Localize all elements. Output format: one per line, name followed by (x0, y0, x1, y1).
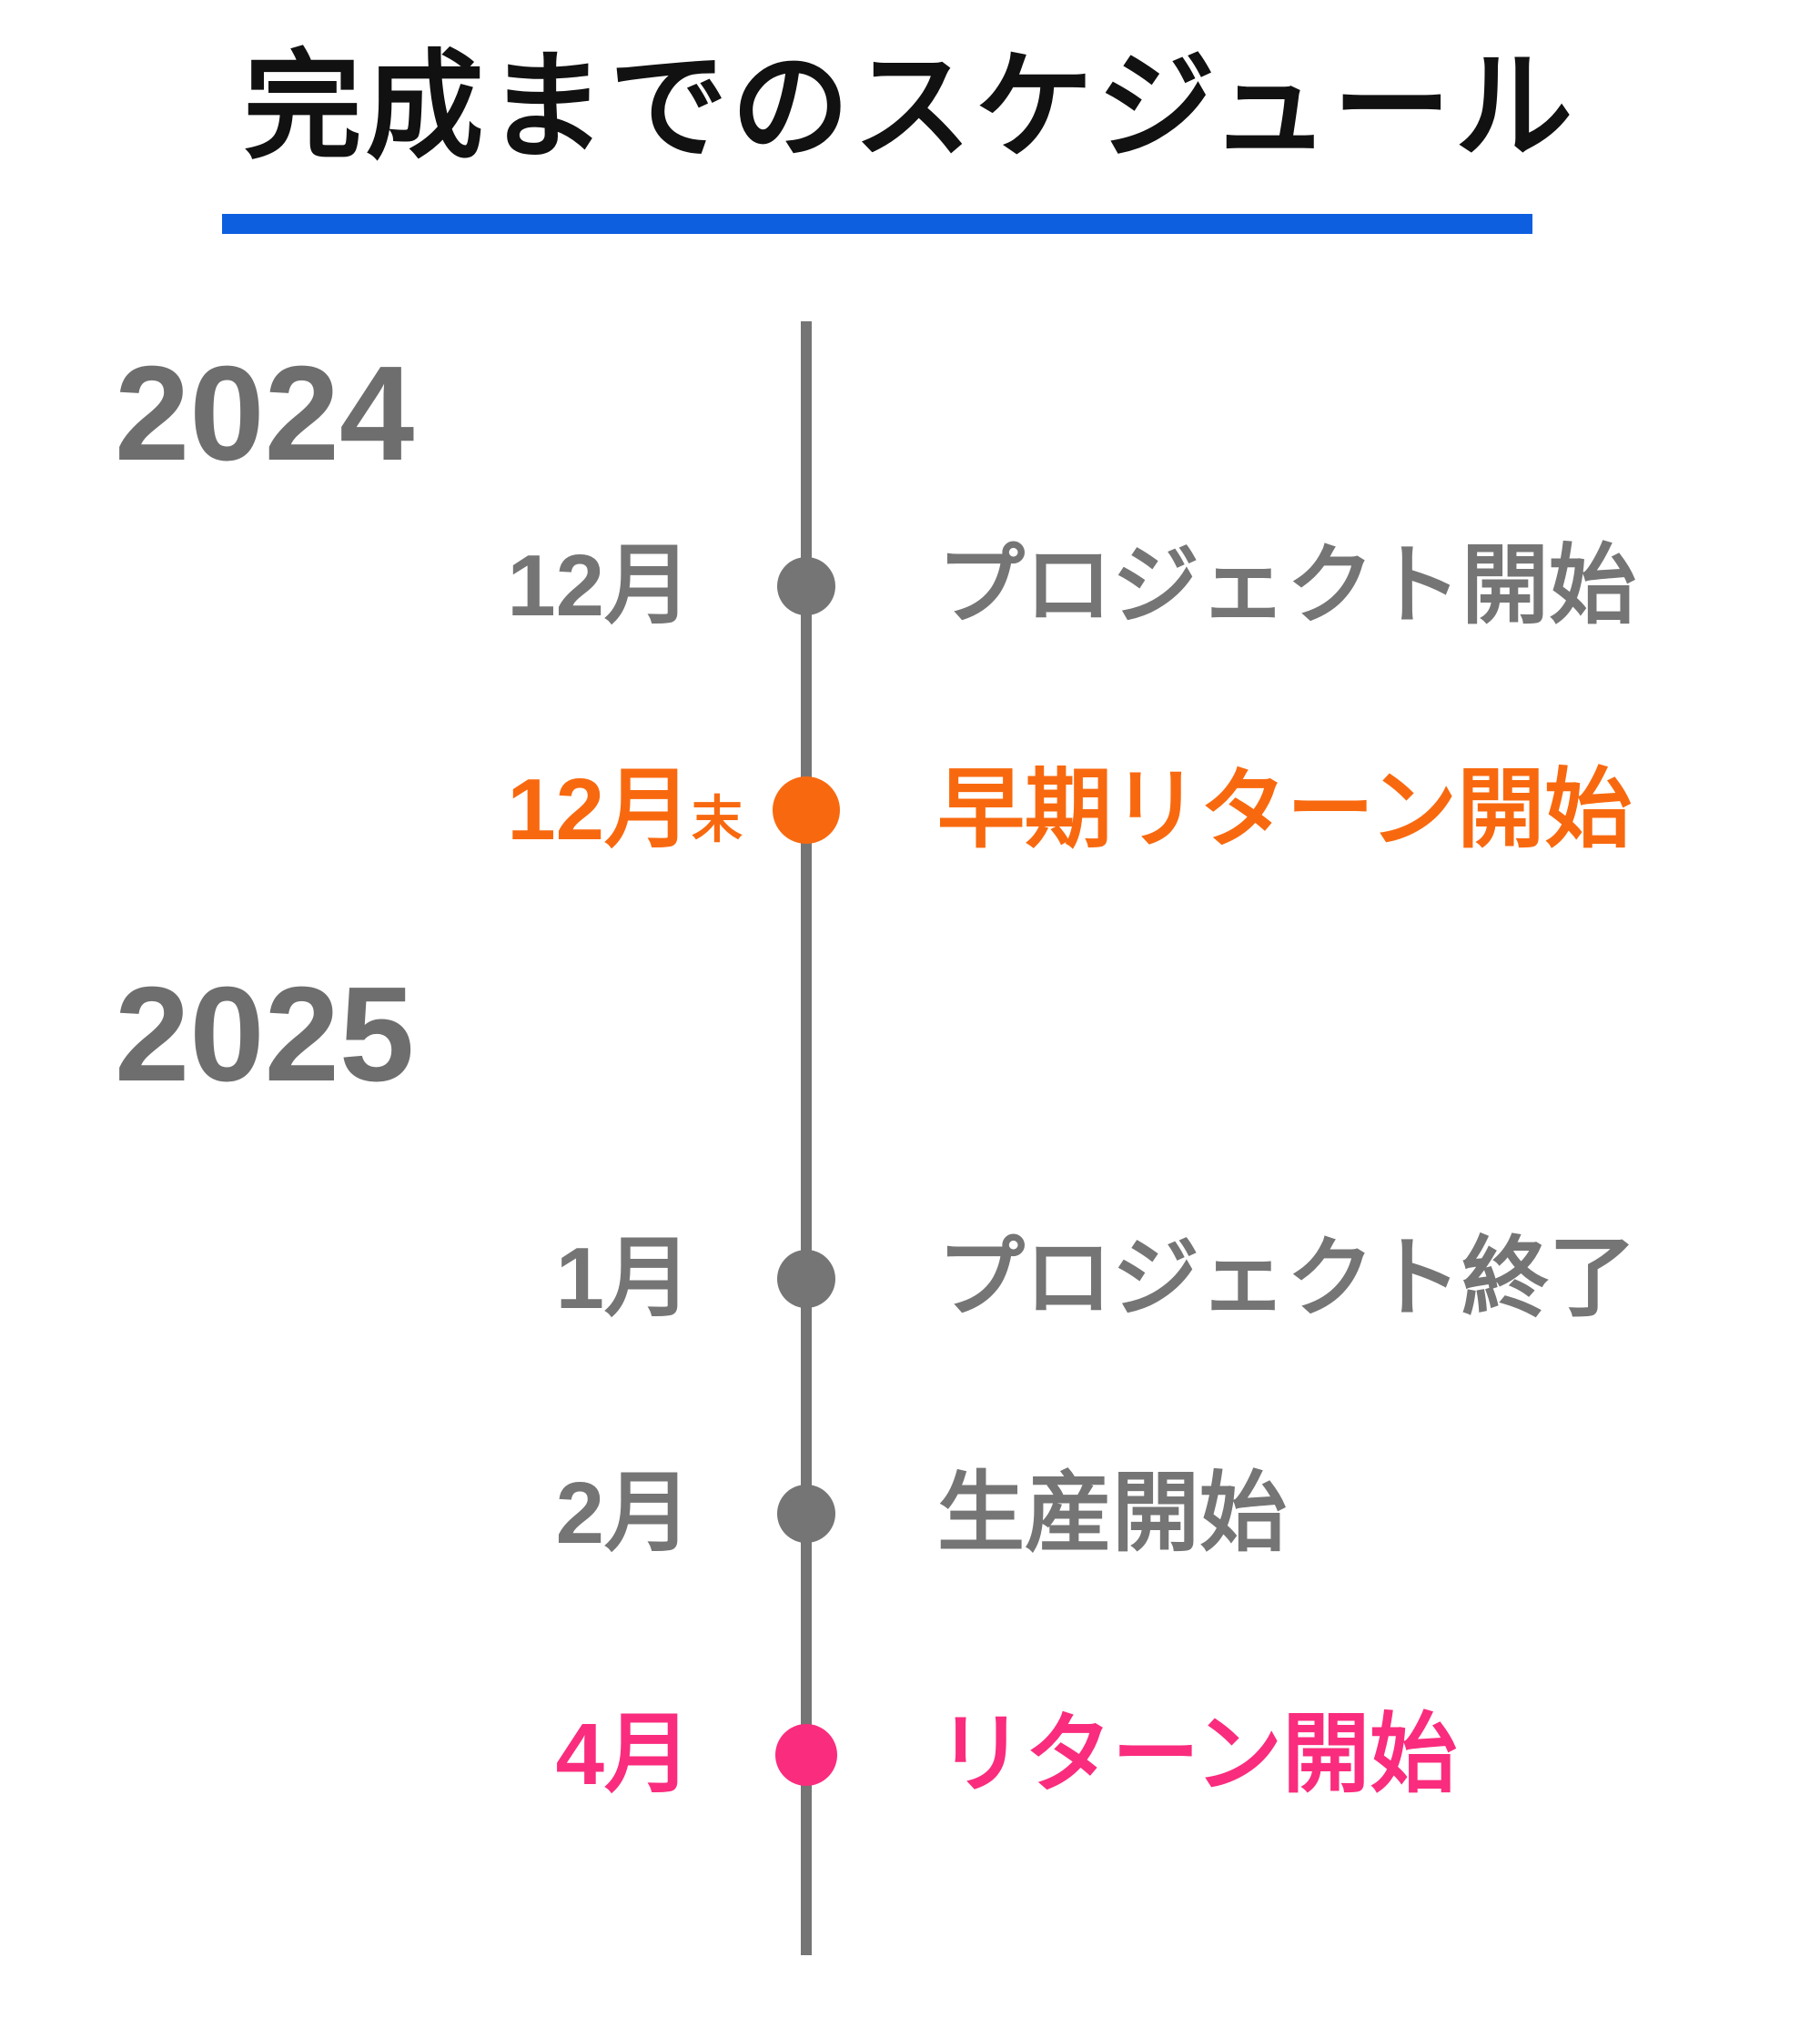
event-label: プロジェクト終了 (937, 1230, 1636, 1327)
month-label: 12月 (507, 527, 692, 645)
milestone-row: 1月 プロジェクト終了 (0, 1220, 1820, 1338)
month-text: 1月 (555, 1230, 692, 1327)
milestone-row: 12月 プロジェクト開始 (0, 527, 1820, 645)
page-title: 完成までのスケジュール (243, 40, 1577, 173)
milestone-dot (777, 1250, 835, 1308)
month-label: 4月 (556, 1696, 692, 1814)
event-label: リターン開始 (937, 1706, 1458, 1803)
milestone-dot (775, 1724, 837, 1786)
month-text: 12月 (507, 761, 692, 858)
milestone-row: 4月 リターン開始 (0, 1696, 1820, 1814)
month-text: 4月 (555, 1706, 692, 1803)
event-label: 生産開始 (937, 1465, 1287, 1562)
year-label-2025: 2025 (115, 959, 415, 1110)
month-text: 2月 (555, 1465, 692, 1562)
year-label-2024: 2024 (115, 339, 415, 489)
month-suffix: 末 (692, 791, 743, 848)
milestone-dot (777, 1485, 835, 1543)
timeline-vertical-line (801, 321, 812, 1955)
title-underline-bar (222, 214, 1532, 234)
month-label: 1月 (556, 1220, 692, 1338)
milestone-row: 2月 生産開始 (0, 1455, 1820, 1573)
milestone-dot (777, 557, 835, 615)
month-label: 12月末 (507, 751, 743, 869)
milestone-dot (773, 776, 840, 844)
month-label: 2月 (556, 1455, 692, 1573)
month-text: 12月 (507, 537, 692, 634)
milestone-row: 12月末 早期リターン開始 (0, 751, 1820, 869)
event-label: 早期リターン開始 (937, 761, 1633, 858)
event-label: プロジェクト開始 (937, 537, 1636, 634)
